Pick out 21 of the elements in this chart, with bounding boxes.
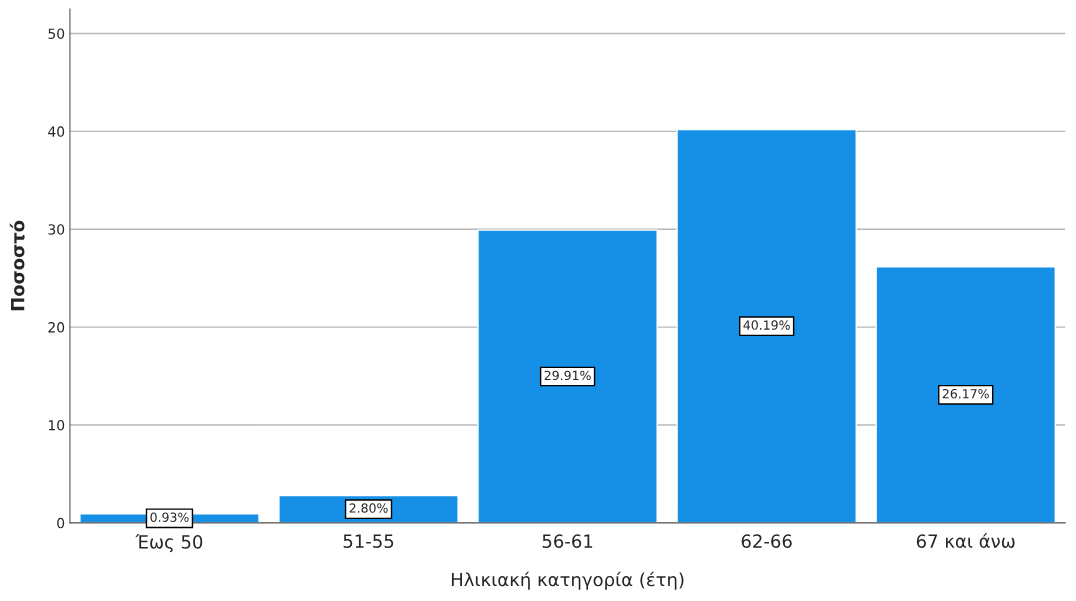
data-label: 2.80% <box>349 503 388 513</box>
data-label: 29.91% <box>544 370 591 381</box>
x-tick-label: 62-66 <box>741 534 792 548</box>
data-label: 0.93% <box>150 512 189 522</box>
y-tick-label: 40 <box>48 126 65 137</box>
x-axis-title: Ηλικιακή κατηγορία (έτη) <box>451 571 684 590</box>
x-tick-label: 51-55 <box>343 534 394 548</box>
bar <box>676 128 857 523</box>
bar <box>477 229 658 523</box>
bar <box>875 266 1056 523</box>
y-tick-label: 50 <box>48 28 65 39</box>
data-label: 40.19% <box>743 320 790 330</box>
y-tick-label: 10 <box>48 419 65 431</box>
y-tick-label: 20 <box>48 322 65 333</box>
x-tick-label: Έως 50 <box>135 533 203 553</box>
y-tick-label: 30 <box>48 224 65 235</box>
y-tick-label: 0 <box>57 517 65 529</box>
x-tick-label: 56-61 <box>542 534 593 548</box>
y-axis-title: Ποσοστό <box>9 220 25 311</box>
data-label: 26.17% <box>942 388 989 399</box>
x-tick-label: 67 και άνω <box>916 533 1015 548</box>
